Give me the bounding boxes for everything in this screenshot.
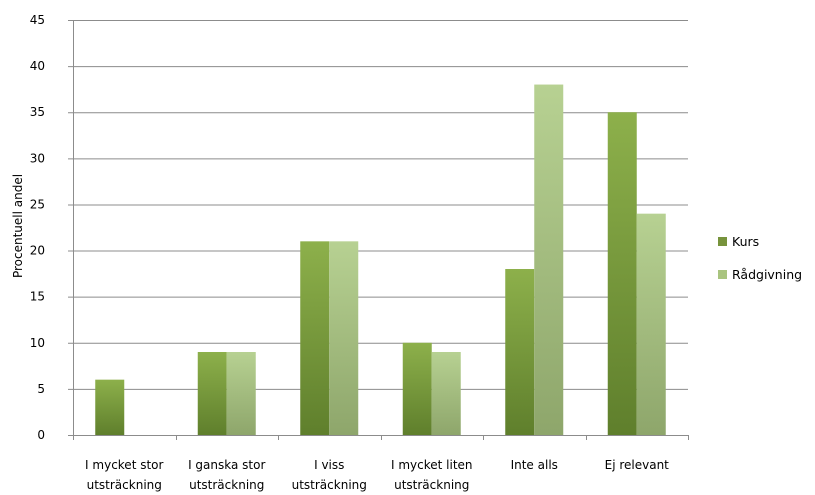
y-tick-label: 45 — [30, 13, 45, 27]
bar-kurs — [95, 379, 125, 435]
bar-kurs — [197, 352, 227, 435]
y-tick-label: 0 — [37, 428, 45, 442]
x-category-label: I mycket liten — [391, 458, 473, 472]
bar-kurs — [300, 241, 330, 435]
bar-radgivning — [226, 352, 256, 435]
bar-kurs — [402, 342, 432, 435]
x-category-label: utsträckning — [87, 478, 162, 492]
bar-radgivning — [534, 84, 564, 436]
y-tick-label: 25 — [30, 197, 45, 211]
x-category-label: I mycket stor — [85, 458, 163, 472]
y-tick-label: 5 — [37, 382, 45, 396]
x-category-label: I viss — [314, 458, 344, 472]
y-axis-title: Procentuell andel — [11, 174, 25, 278]
y-tick-label: 10 — [30, 336, 45, 350]
x-category-label: utsträckning — [189, 478, 264, 492]
legend-swatch — [718, 237, 727, 246]
x-category-label: Ej relevant — [605, 458, 670, 472]
x-category-label: I ganska stor — [188, 458, 265, 472]
gridlines — [68, 20, 688, 436]
x-category-label: Inte alls — [511, 458, 558, 472]
y-tick-label: 20 — [30, 244, 45, 258]
x-category-label: utsträckning — [394, 478, 469, 492]
y-tick-label: 30 — [30, 151, 45, 165]
x-category-label: utsträckning — [292, 478, 367, 492]
y-tick-label: 40 — [30, 59, 45, 73]
bar-radgivning — [329, 241, 359, 435]
bar-kurs — [607, 112, 637, 435]
bar-radgivning — [431, 352, 461, 435]
legend-swatch — [718, 270, 727, 279]
legend-label: Rådgivning — [732, 267, 802, 282]
bar-kurs — [505, 269, 535, 435]
bars — [95, 84, 666, 436]
y-tick-label: 35 — [30, 105, 45, 119]
legend-label: Kurs — [732, 234, 759, 249]
bar-radgivning — [636, 213, 666, 435]
axes: 0 5 10 15 20 25 30 35 40 45 I mycket stor utsträckn… — [30, 13, 689, 492]
y-tick-label: 15 — [30, 290, 45, 304]
legend: Kurs Rådgivning — [718, 234, 802, 282]
